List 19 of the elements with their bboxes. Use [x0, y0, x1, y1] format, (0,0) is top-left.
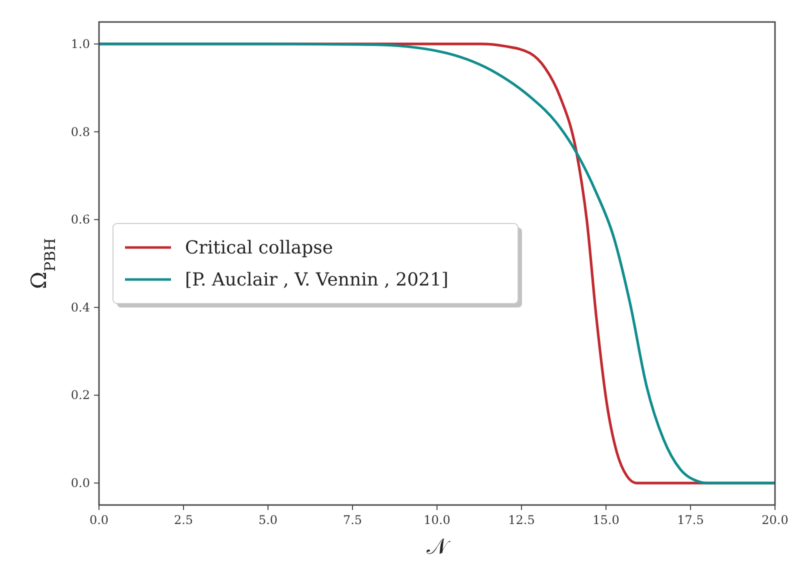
y-tick-label: 0.0 [70, 476, 90, 490]
legend-label: [P. Auclair , V. Vennin , 2021] [185, 270, 448, 290]
y-tick-label: 0.2 [70, 388, 90, 402]
y-tick-label: 0.6 [70, 212, 90, 227]
x-tick-label: 5.0 [258, 513, 278, 527]
x-tick-label: 7.5 [342, 513, 362, 527]
y-tick-label: 1.0 [70, 36, 90, 51]
y-tick-label: 0.8 [70, 124, 90, 139]
x-tick-label: 15.0 [592, 513, 620, 527]
line-series [99, 42, 775, 484]
y-tick-label: 0.4 [70, 300, 90, 314]
x-tick-label: 10.0 [424, 513, 450, 527]
x-tick-label: 0.0 [89, 513, 109, 527]
legend-label: Critical collapse [185, 238, 333, 258]
x-axis-title: 𝒩 [426, 535, 450, 560]
x-tick-label: 17.5 [677, 513, 704, 527]
x-tick-label: 12.5 [508, 513, 535, 527]
x-tick-label: 20.0 [762, 513, 788, 527]
x-tick-label: 2.5 [174, 513, 194, 527]
